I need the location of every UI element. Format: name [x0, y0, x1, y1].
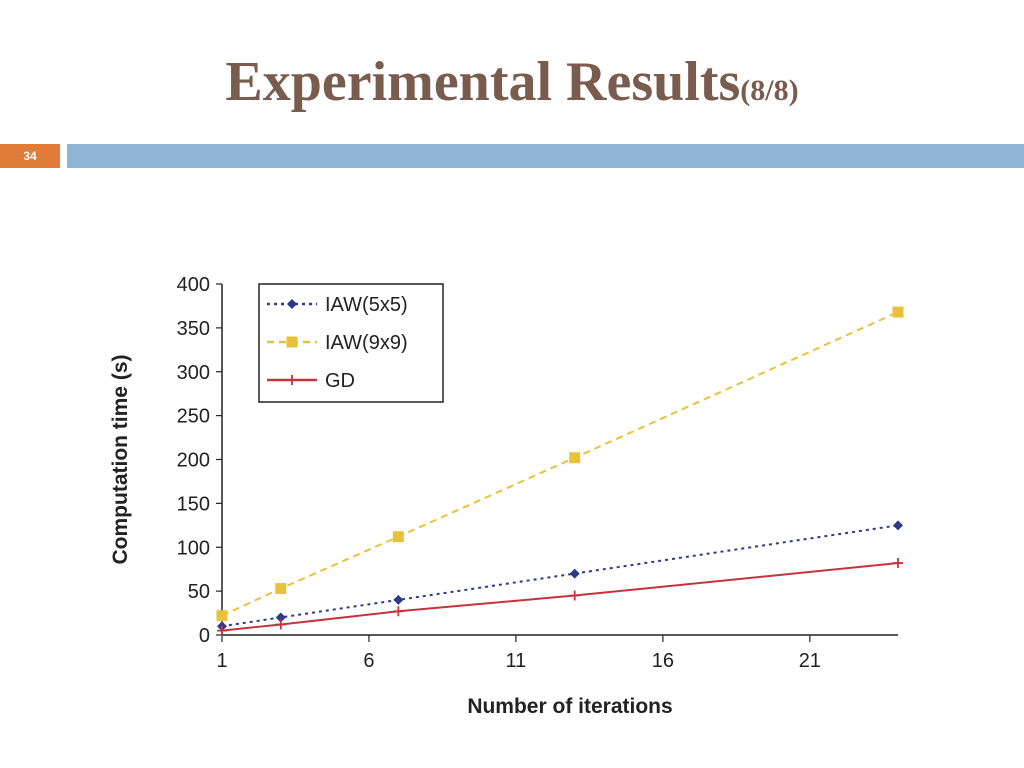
y-tick-label: 100	[177, 537, 210, 559]
x-axis-title: Number of iterations	[467, 695, 672, 718]
slide-title: Experimental Results(8/8)	[0, 50, 1024, 114]
series-line-gd	[221, 562, 899, 632]
y-tick-label: 400	[177, 274, 210, 296]
legend-label-gd: GD	[325, 370, 355, 392]
chart-series	[216, 306, 904, 636]
x-tick-label: 11	[506, 650, 527, 672]
data-point-iaw-9x9	[392, 531, 404, 543]
data-point-gd	[893, 558, 903, 569]
data-point-iaw-9x9	[892, 306, 904, 318]
y-axis-title: Computation time (s)	[109, 355, 132, 565]
y-tick-label: 200	[177, 450, 210, 472]
slide-number-badge: 34	[0, 144, 60, 168]
data-point-gd	[275, 619, 286, 630]
x-tick-label: 1	[216, 650, 227, 672]
data-point-iaw-5x5	[275, 612, 286, 623]
y-tick-label: 50	[188, 581, 210, 603]
chart-legend: IAW(5x5) IAW(9x9) GD	[258, 283, 444, 403]
slide-title-suffix: (8/8)	[740, 74, 799, 107]
x-tick-label: 21	[799, 650, 821, 672]
y-tick-label: 350	[177, 318, 210, 340]
y-tick-label: 250	[177, 406, 210, 428]
slide-title-main: Experimental Results	[225, 51, 741, 113]
legend-swatch-marker-iaw-5x5	[287, 299, 297, 309]
data-point-gd	[217, 625, 227, 636]
legend-label-iaw-5x5: IAW(5x5)	[325, 294, 408, 316]
data-point-iaw-5x5	[893, 520, 903, 531]
legend-swatch-marker-gd	[287, 375, 297, 385]
data-point-gd	[569, 590, 580, 601]
data-point-iaw-9x9	[216, 610, 228, 622]
data-point-gd	[393, 606, 404, 617]
data-point-iaw-9x9	[275, 582, 287, 594]
x-tick-label: 16	[652, 650, 674, 672]
title-accent-bar	[67, 144, 1024, 168]
legend-swatch-marker-iaw-9x9	[286, 336, 298, 348]
legend-label-iaw-9x9: IAW(9x9)	[325, 332, 408, 354]
data-point-iaw-5x5	[393, 594, 404, 605]
data-point-iaw-5x5	[569, 568, 580, 579]
y-tick-label: 300	[177, 362, 210, 384]
y-tick-label: 150	[177, 493, 210, 515]
x-tick-label: 6	[363, 650, 374, 672]
data-point-iaw-9x9	[569, 452, 581, 464]
y-tick-label: 0	[199, 625, 210, 647]
series-line-iaw-5x5	[221, 524, 899, 628]
slide-number: 34	[23, 149, 37, 163]
